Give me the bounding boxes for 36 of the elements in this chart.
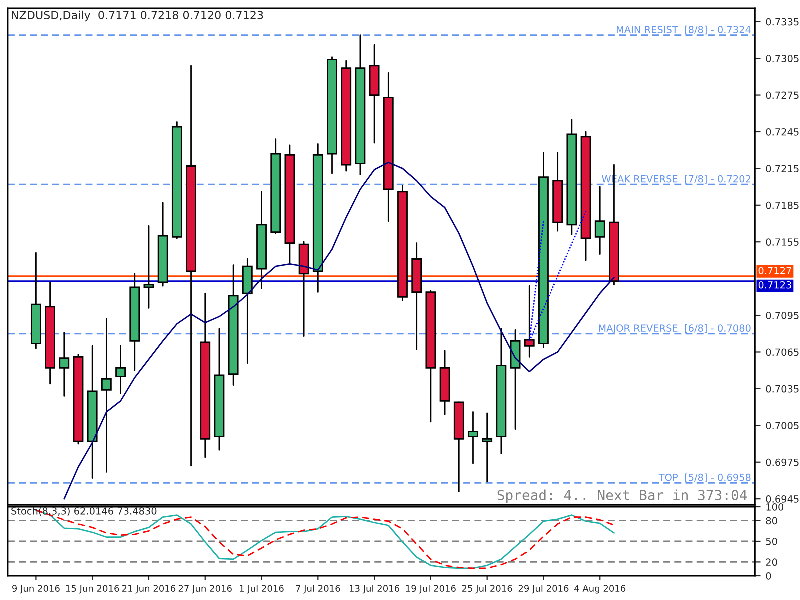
y-tick-label: 0.7215 <box>766 165 799 173</box>
ref-line-label: 0.7127 <box>758 267 792 274</box>
y-tick-label: 50 <box>766 538 778 546</box>
y-tick-label: 0.7305 <box>766 55 799 62</box>
y-tick-label: 0 <box>766 572 772 580</box>
x-tick-label: 15 Jun 2016 <box>66 585 120 594</box>
y-tick-label: 0.7245 <box>766 128 799 136</box>
x-tick-label: 9 Jun 2016 <box>12 585 60 594</box>
y-tick-label: 0.7005 <box>766 422 799 430</box>
ref-line-label: MAIN RESIST [8/8] - 0.7324 <box>616 26 751 35</box>
x-tick-label: 25 Jul 2016 <box>462 585 512 594</box>
annotation: Spread: 4.. Next Bar in 373:04 <box>498 490 748 504</box>
y-tick-label: 0.7155 <box>766 238 799 246</box>
ref-line-label: TOP [5/8] - 0.6958 <box>658 474 751 482</box>
x-tick-label: 4 Aug 2016 <box>574 585 626 594</box>
y-tick-label: 0.7185 <box>766 202 799 210</box>
x-tick-label: 7 Jul 2016 <box>296 585 340 594</box>
y-tick-label: 0.7065 <box>766 348 799 356</box>
x-tick-label: 29 Jul 2016 <box>518 585 569 594</box>
y-tick-label: 0.6945 <box>766 496 799 503</box>
x-tick-label: 21 Jun 2016 <box>122 585 176 594</box>
x-tick-label: 1 Jul 2016 <box>240 585 284 594</box>
ref-line-label: 0.7123 <box>758 281 792 289</box>
ref-line-label: MAJOR REVERSE [6/8] - 0.7080 <box>599 324 751 334</box>
y-tick-label: 0.7275 <box>766 92 799 100</box>
y-tick-label: 0.6975 <box>766 458 799 466</box>
x-tick-label: 13 Jul 2016 <box>350 585 400 594</box>
y-tick-label: 0.7035 <box>766 385 799 393</box>
y-tick-label: 0.7335 <box>766 18 799 26</box>
y-tick-label: 80 <box>766 517 778 525</box>
x-tick-label: 19 Jul 2016 <box>406 585 456 594</box>
chart-title: NZDUSD,Daily 0.7171 0.7218 0.7120 0.7123 <box>12 10 264 22</box>
y-tick-label: 20 <box>766 558 778 566</box>
y-tick-label: 0.7095 <box>766 312 799 320</box>
y-tick-label: 100 <box>766 503 784 511</box>
x-tick-label: 27 Jun 2016 <box>178 585 232 594</box>
